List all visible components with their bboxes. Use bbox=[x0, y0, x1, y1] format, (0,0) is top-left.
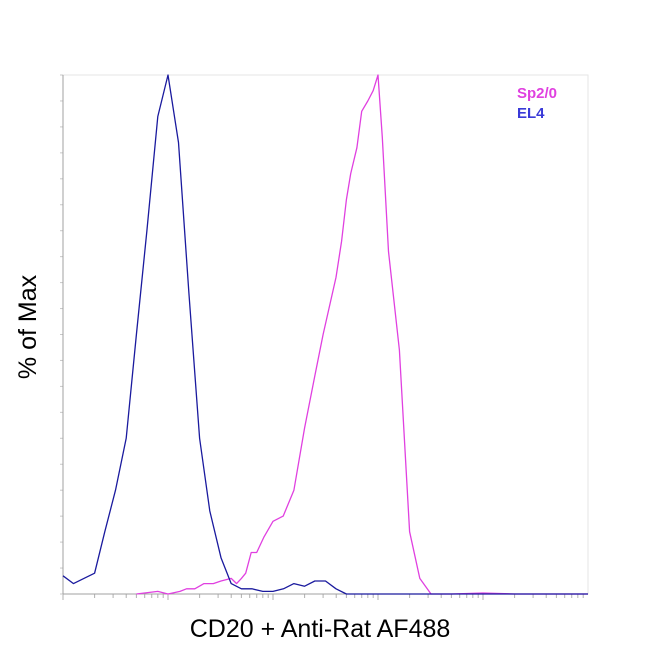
legend-entry-1: EL4 bbox=[517, 105, 545, 122]
y-axis-title: % of Max bbox=[14, 274, 42, 379]
axis-ticks bbox=[60, 74, 584, 600]
legend: Sp2/0 EL4 bbox=[517, 85, 557, 122]
legend-entry-0: Sp2/0 bbox=[517, 85, 557, 102]
x-axis-title: CD20 + Anti-Rat AF488 bbox=[190, 615, 451, 643]
series-line-1 bbox=[62, 74, 588, 595]
series-layer bbox=[62, 74, 588, 595]
series-line-0 bbox=[136, 74, 588, 595]
